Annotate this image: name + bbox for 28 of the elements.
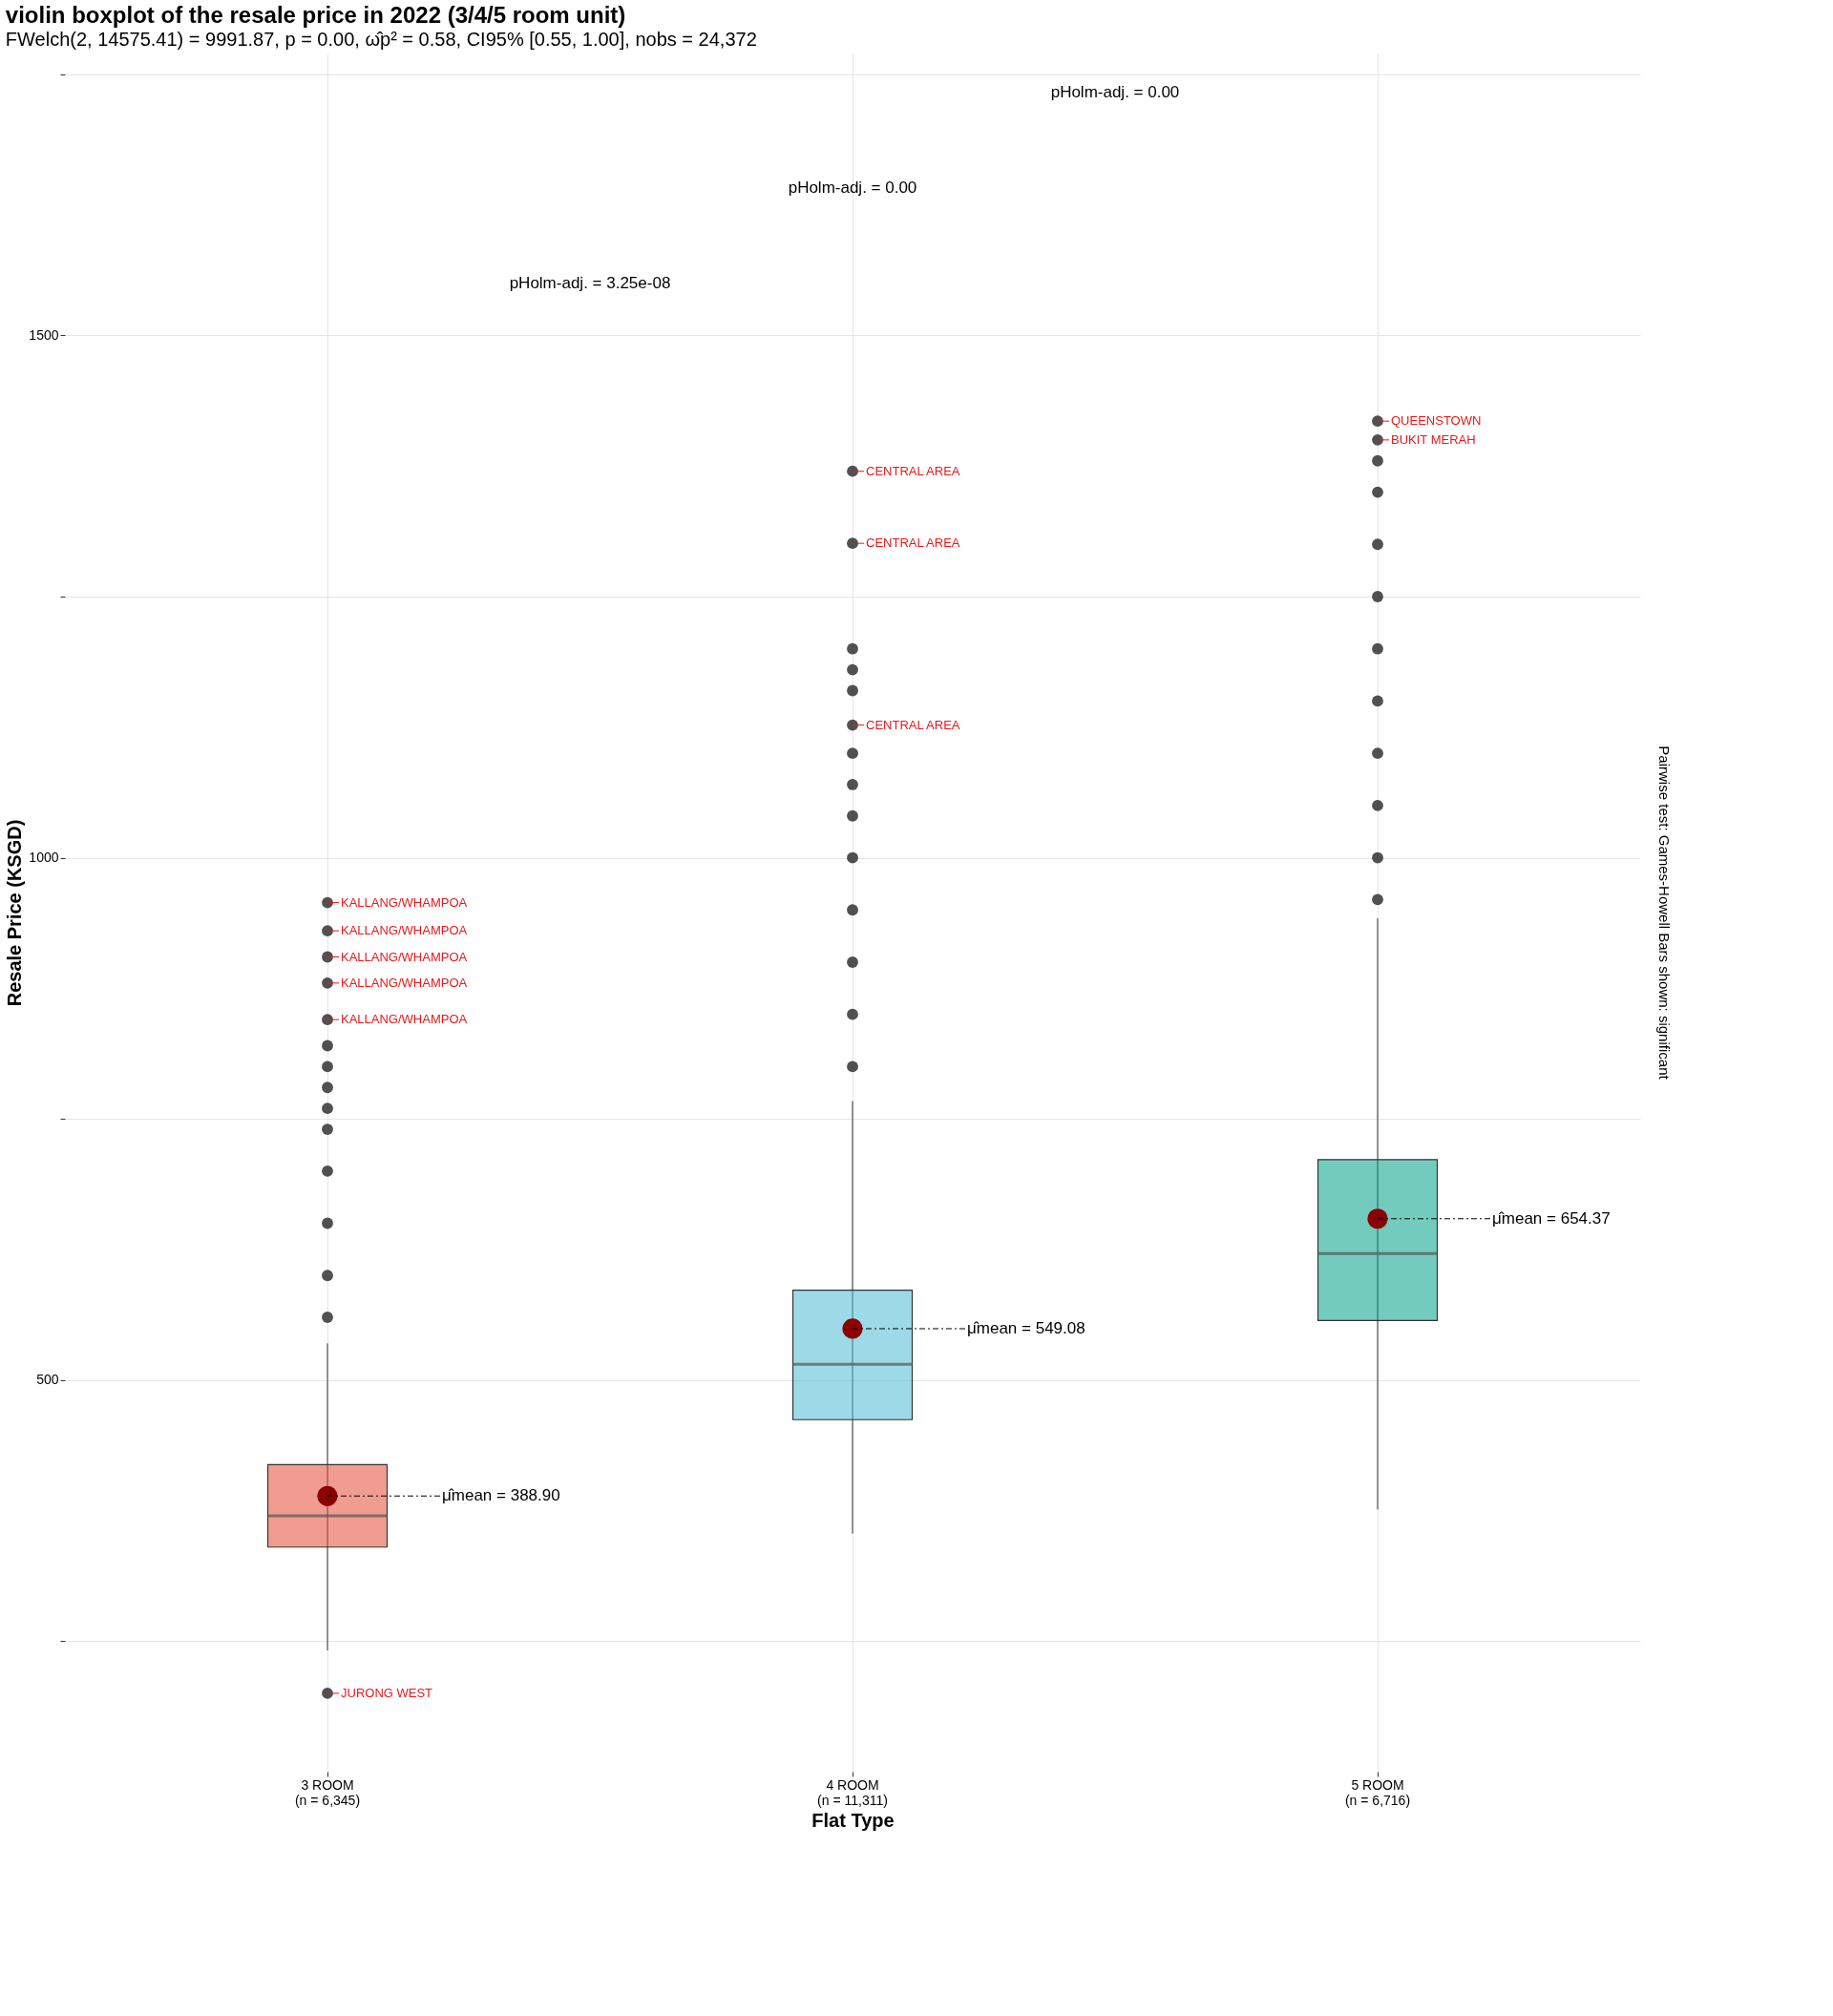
annotation: KALLANG/WHAMPOA [341, 975, 468, 990]
y-tick-label: 500 [36, 1372, 59, 1388]
chart-title: violin boxplot of the resale price in 2022 (3/4/5 room unit) [5, 2, 626, 28]
annotation: KALLANG/WHAMPOA [341, 923, 468, 938]
annotation: pHolm-adj. = 3.25e-08 [509, 274, 671, 292]
annotation: JURONG WEST [341, 1685, 433, 1700]
x-tick-label: 4 ROOM (n = 11,311) [817, 1776, 888, 1808]
annotation: KALLANG/WHAMPOA [341, 949, 468, 964]
annotation: BUKIT MERAH [1391, 431, 1476, 447]
annotation: KALLANG/WHAMPOA [341, 1012, 468, 1027]
x-axis-title: Flat Type [811, 1809, 895, 1831]
text: Pairwise test: Games-Howell Bars shown: significant [1656, 746, 1673, 1081]
annotation: CENTRAL AREA [866, 717, 960, 732]
annotation: KALLANG/WHAMPOA [341, 894, 468, 910]
annotation: μ̂mean = 654.37 [1492, 1208, 1611, 1228]
chart-subtitle: FWelch(2, 14575.41) = 9991.87, p = 0.00, ω̂p² = 0.58, CI95% [0.55, 1.00], nobs = 24,372 [5, 29, 757, 50]
annotation: μ̂mean = 549.08 [967, 1318, 1085, 1337]
annotation: CENTRAL AREA [866, 463, 960, 478]
annotation: QUEENSTOWN [1391, 413, 1482, 429]
x-tick-label: 5 ROOM (n = 6,716) [1344, 1776, 1411, 1808]
y-axis-title: Resale Price (KSGD) [4, 819, 26, 1007]
annotation: pHolm-adj. = 0.00 [788, 178, 917, 197]
annotation: pHolm-adj. = 0.00 [1050, 83, 1180, 101]
annotation: μ̂mean = 388.90 [442, 1486, 560, 1505]
y-tick-label: 1500 [29, 326, 59, 343]
x-tick-label: 3 ROOM (n = 6,345) [294, 1776, 361, 1808]
y-tick-label: 1000 [29, 850, 59, 866]
annotation: CENTRAL AREA [866, 536, 960, 551]
